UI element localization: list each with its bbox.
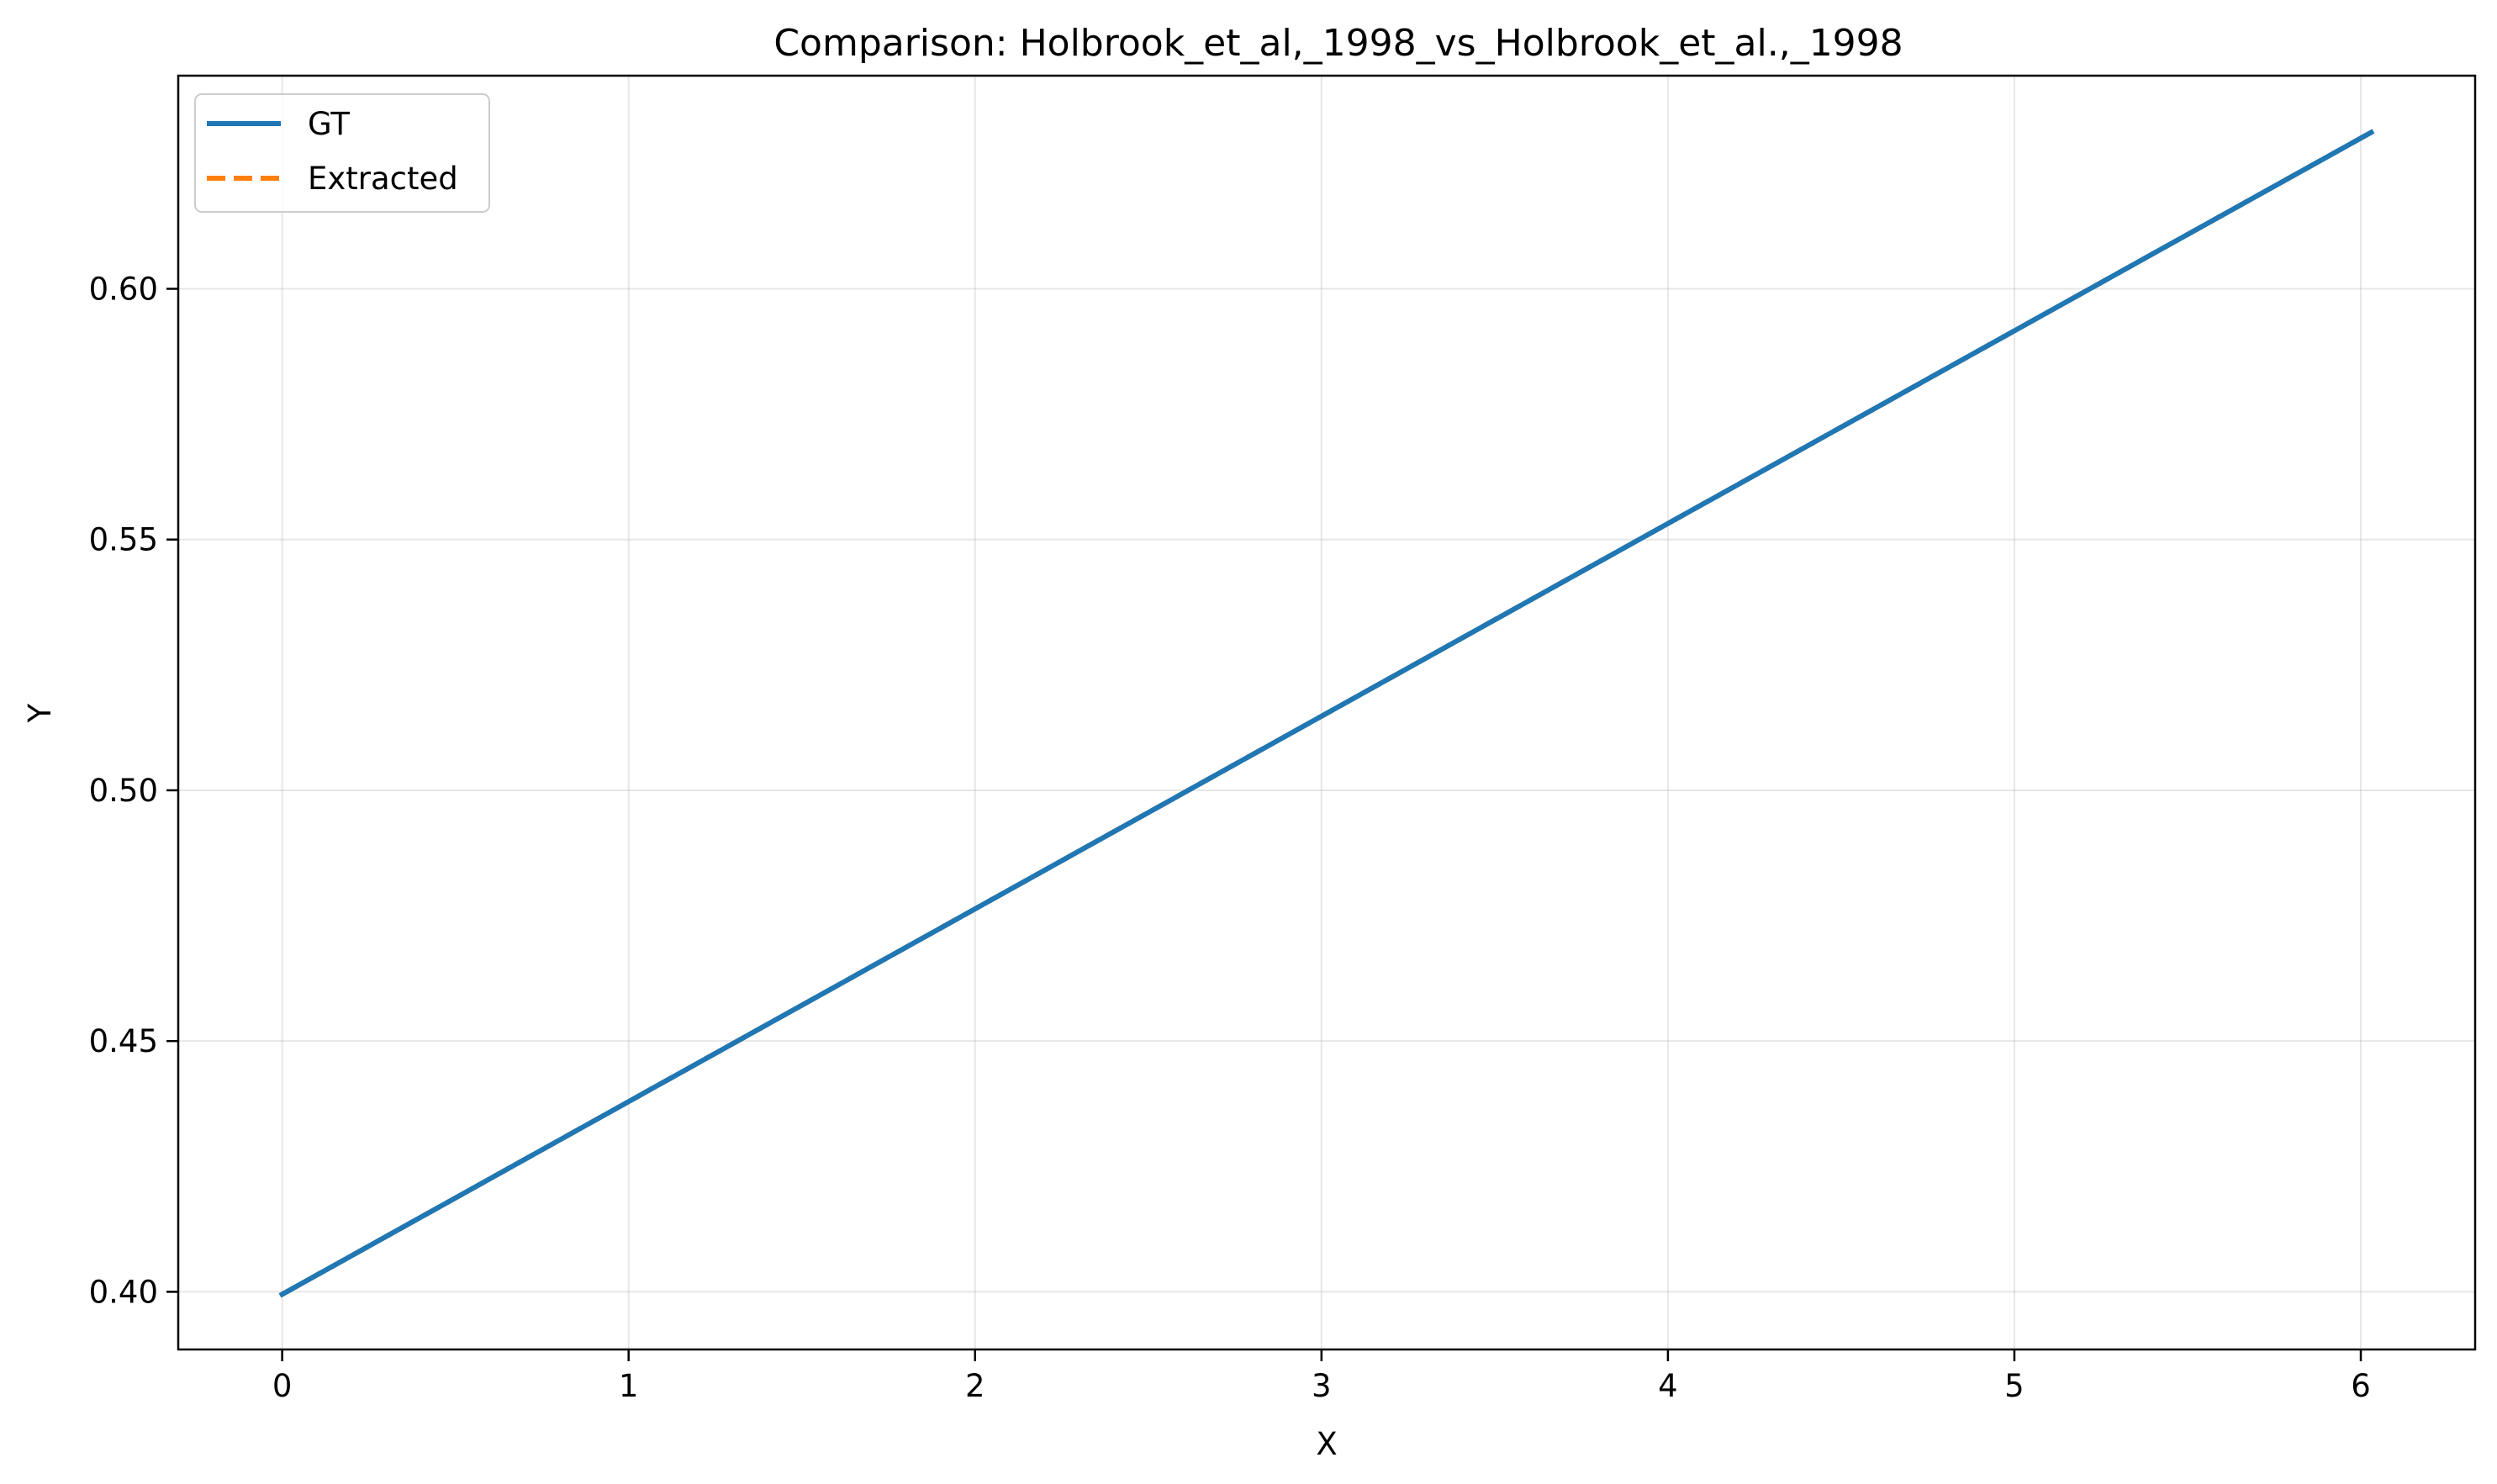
x-axis-ticks: 0 1 2 3 4 5 6: [272, 1349, 2371, 1404]
x-tick-label: 3: [1312, 1368, 1332, 1404]
y-tick-label: 0.60: [89, 271, 158, 307]
legend-label-gt: GT: [308, 106, 350, 142]
x-axis-label: X: [1316, 1426, 1337, 1462]
y-axis-ticks: 0.40 0.45 0.50 0.55 0.60: [89, 271, 178, 1310]
x-tick-label: 1: [619, 1368, 639, 1404]
y-tick-label: 0.40: [89, 1274, 158, 1310]
plot-frame: [177, 74, 2477, 1351]
y-tick-label: 0.55: [89, 522, 158, 558]
plot-series: [278, 129, 2375, 1298]
y-tick-label: 0.45: [89, 1023, 158, 1059]
x-tick-label: 0: [272, 1368, 293, 1404]
legend: GT Extracted: [194, 93, 490, 213]
y-axis-label: Y: [22, 703, 58, 723]
x-tick-label: 6: [2351, 1368, 2371, 1404]
series-line-gt: [278, 129, 2375, 1298]
chart-title: Comparison: Holbrook_et_al,_1998_vs_Holb…: [773, 22, 1903, 65]
x-tick-label: 5: [2004, 1368, 2025, 1404]
x-tick-label: 2: [965, 1368, 985, 1404]
grid: [178, 76, 2475, 1349]
x-tick-label: 4: [1658, 1368, 1678, 1404]
y-tick-label: 0.50: [89, 773, 158, 809]
legend-label-extracted: Extracted: [308, 161, 458, 197]
